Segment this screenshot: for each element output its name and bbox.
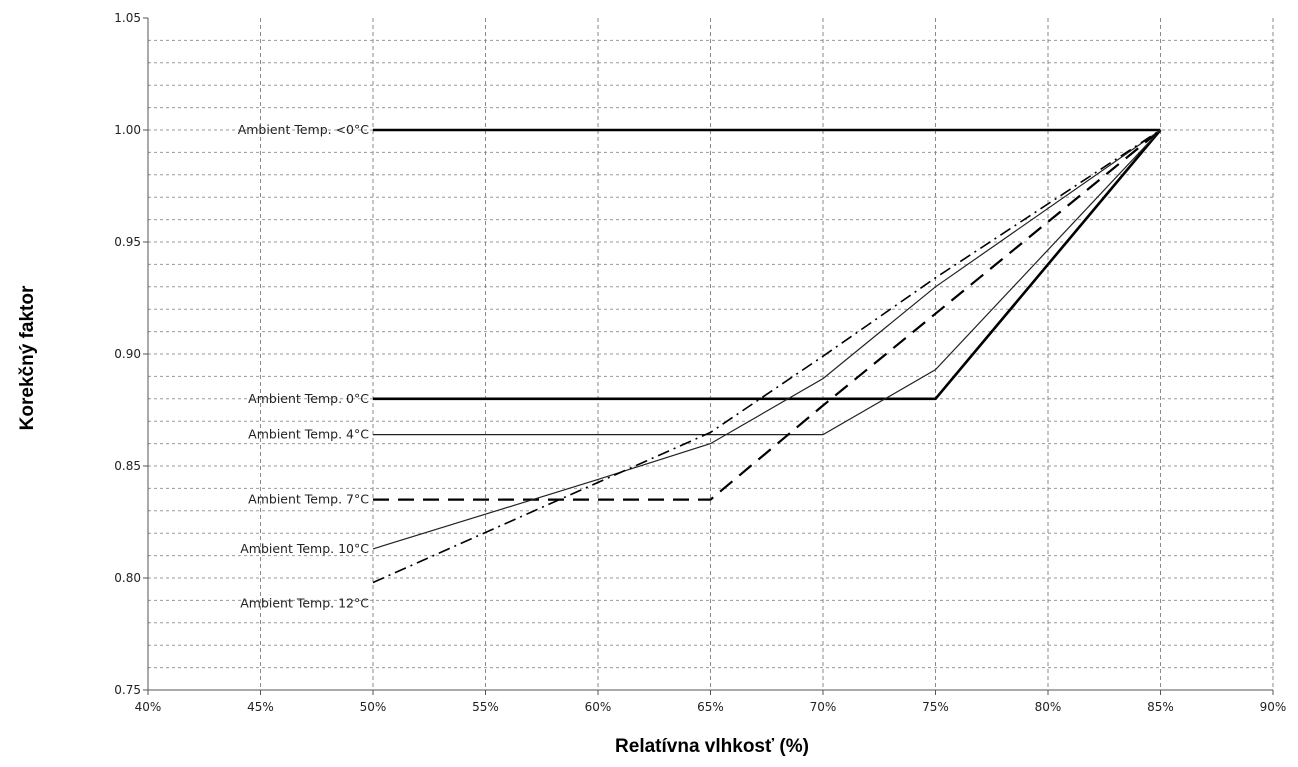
tick-labels: 0.75 0.80 0.85 0.90 0.95 1.00 1.05 40% 45% 50% 55%…: [114, 11, 1286, 714]
x-tick-label: 85%: [1147, 700, 1174, 714]
y-tick-label: 0.90: [114, 347, 141, 361]
x-tick-label: 60%: [585, 700, 612, 714]
x-axis-title: Relatívna vlhkosť (%): [615, 736, 809, 757]
x-tick-label: 40%: [135, 700, 162, 714]
x-tick-label: 70%: [810, 700, 837, 714]
x-tick-label: 55%: [472, 700, 499, 714]
series-line-5: [372, 129, 1161, 584]
x-tick-label: 80%: [1035, 700, 1062, 714]
axes: [143, 17, 1274, 695]
series-label-2: Ambient Temp. 4°C: [248, 427, 369, 442]
series-line-2: [373, 129, 1161, 436]
y-tick-label: 0.75: [114, 683, 141, 697]
series-label-4: Ambient Temp. 10°C: [240, 541, 369, 556]
y-tick-label: 0.95: [114, 235, 141, 249]
x-tick-label: 50%: [360, 700, 387, 714]
grid: [148, 18, 1274, 690]
y-axis-title: Korekčný faktor: [17, 285, 38, 430]
series-line-3: [373, 129, 1162, 501]
series-label-5: Ambient Temp. 12°C: [240, 595, 369, 610]
series-labels: Ambient Temp. <0°C Ambient Temp. 0°C Ambie…: [238, 122, 370, 610]
series-lines: [372, 128, 1162, 584]
series-label-0: Ambient Temp. <0°C: [238, 122, 370, 137]
series-line-4: [372, 129, 1161, 550]
x-tick-label: 90%: [1260, 700, 1287, 714]
y-tick-label: 0.80: [114, 571, 141, 585]
series-label-1: Ambient Temp. 0°C: [248, 391, 369, 406]
y-tick-label: 1.05: [114, 11, 141, 25]
x-tick-label: 45%: [247, 700, 274, 714]
series-label-3: Ambient Temp. 7°C: [248, 492, 369, 507]
y-tick-label: 0.85: [114, 459, 141, 473]
x-tick-label: 75%: [922, 700, 949, 714]
x-tick-label: 65%: [697, 700, 724, 714]
y-tick-label: 1.00: [114, 123, 141, 137]
series-line-1: [373, 129, 1162, 401]
